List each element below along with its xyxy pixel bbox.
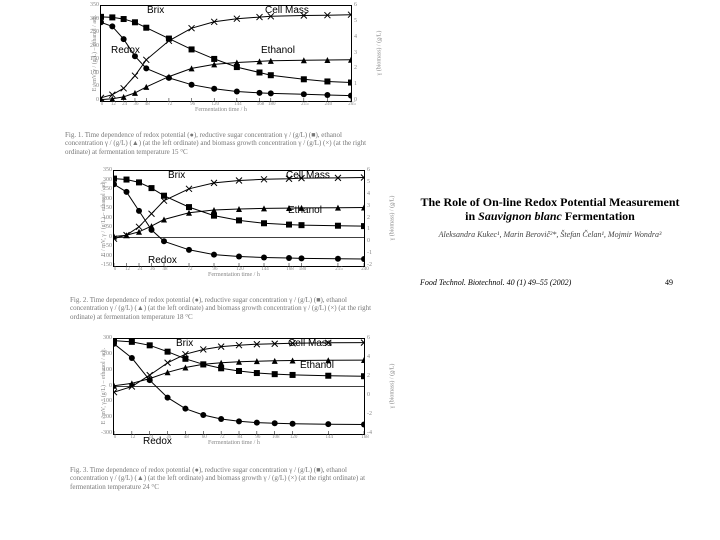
paper-title: The Role of On-line Redox Potential Meas… — [420, 195, 680, 224]
annot-cellmass: Cell Mass — [265, 5, 309, 16]
left-y-label: E / mV, γ / (g/L) – ethanol / adj. — [101, 180, 107, 256]
authors: Aleksandra Kukec¹, Marin Berovič²*, Štef… — [420, 230, 680, 239]
annot-brix: Brix — [176, 338, 193, 349]
x-label: Fermentation time / h — [208, 440, 260, 446]
annot-brix: Brix — [168, 170, 185, 181]
journal: Food Technol. Biotechnol. 40 (1) 49–55 (… — [420, 278, 571, 287]
title-line2-post: Fermentation — [562, 209, 635, 223]
annot-ethanol: Ethanol — [261, 45, 295, 56]
right-y-label: γ (biomass) / (g/L) — [376, 31, 382, 76]
title-line1: The Role of On-line Redox Potential Meas… — [420, 195, 679, 209]
left-y-label: E / mV, γ / (g/L) – ethanol / adj. — [92, 15, 98, 91]
annot-cellmass: Cell Mass — [286, 170, 330, 181]
chart-2: -150-100-50050100150200250300350-2-10123… — [113, 170, 365, 267]
right-y-label: γ (biomass) / (g/L) — [389, 196, 395, 241]
x-label: Fermentation time / h — [195, 107, 247, 113]
right-y-label: γ (biomass) / (g/L) — [389, 364, 395, 409]
caption-2: Fig. 2. Time dependence of redox potenti… — [70, 296, 380, 321]
annot-ethanol: Ethanol — [288, 205, 322, 216]
title-line2-pre: in — [465, 209, 478, 223]
x-label: Fermentation time / h — [208, 272, 260, 278]
figure-1: 0501001502002503003500123456012243648729… — [75, 5, 375, 102]
annot-ethanol: Ethanol — [300, 360, 334, 371]
page-number: 49 — [665, 278, 673, 287]
figure-2: -150-100-50050100150200250300350-2-10123… — [88, 170, 388, 267]
left-y-label: E / mV, γ / (g/L) – ethanol / adj. — [101, 348, 107, 424]
annot-redox: Redox — [143, 436, 172, 447]
caption-3: Fig. 3. Time dependence of redox potenti… — [70, 466, 380, 491]
title-italic: Sauvignon blanc — [478, 209, 562, 223]
paper-title-block: The Role of On-line Redox Potential Meas… — [420, 195, 680, 239]
figure-3: -300-200-1000100200300-4-202460122436486… — [88, 338, 388, 435]
annot-brix: Brix — [147, 5, 164, 16]
caption-1: Fig. 1. Time dependence of redox potenti… — [65, 131, 375, 156]
annot-redox: Redox — [111, 45, 140, 56]
annot-redox: Redox — [148, 255, 177, 266]
annot-cellmass: Cell Mass — [288, 338, 332, 349]
chart-3: -300-200-1000100200300-4-202460122436486… — [113, 338, 365, 435]
